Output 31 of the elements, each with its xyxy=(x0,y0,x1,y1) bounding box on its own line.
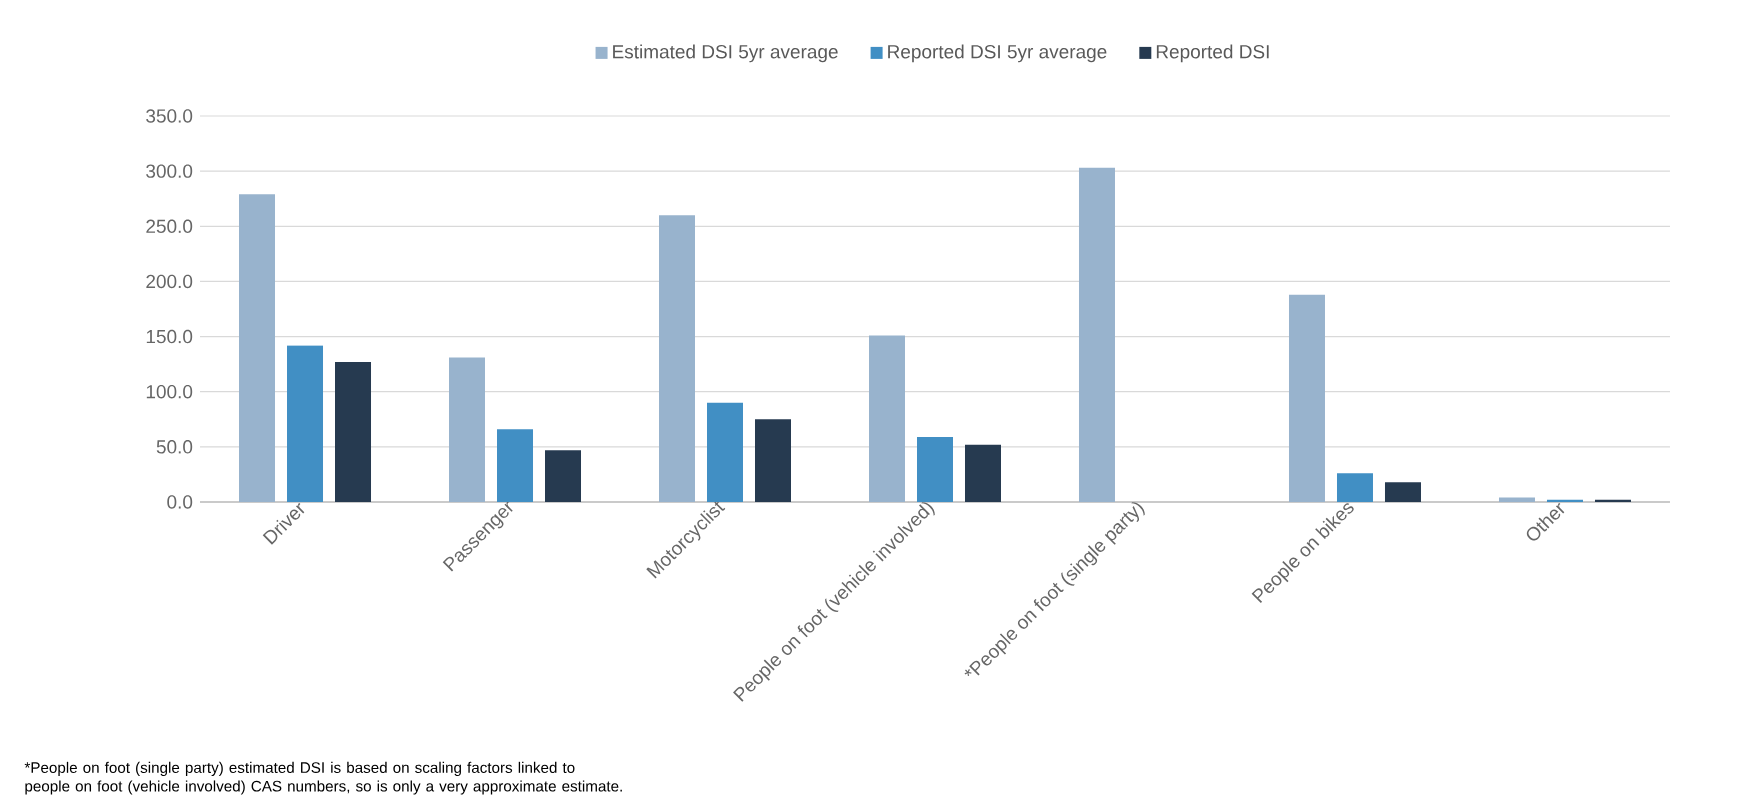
bar xyxy=(659,215,695,502)
y-tick-label: 250.0 xyxy=(146,219,193,234)
legend-label: Reported DSI xyxy=(1156,44,1269,63)
bar xyxy=(239,194,276,502)
bar xyxy=(497,429,534,502)
y-tick-label: 100.0 xyxy=(146,384,193,399)
bar xyxy=(449,357,485,502)
bar xyxy=(545,450,582,502)
bar xyxy=(287,345,324,502)
bar xyxy=(917,436,953,502)
bar xyxy=(1594,499,1631,502)
y-tick-label: 50.0 xyxy=(156,440,193,454)
y-tick-label: 300.0 xyxy=(146,164,193,178)
bar xyxy=(1336,473,1373,502)
bar xyxy=(965,444,1001,502)
y-tick-label: 0.0 xyxy=(167,495,193,509)
bar xyxy=(755,419,791,502)
bar xyxy=(1288,294,1325,502)
bar xyxy=(707,402,743,502)
text: *People on foot (single party) estimated DSI is based on scaling factors linked to people on foot (vehicle involved) CAS numbers, so is only a very approximate estimate. xyxy=(24,761,622,795)
bar xyxy=(1078,167,1115,502)
y-tick-label: 350.0 xyxy=(146,109,193,123)
bar xyxy=(335,361,372,502)
bar xyxy=(1384,482,1421,502)
y-tick-label: 150.0 xyxy=(146,329,193,344)
bar xyxy=(1498,497,1535,502)
bar xyxy=(1546,499,1583,502)
bar xyxy=(869,335,905,502)
legend-label: Reported DSI 5yr average xyxy=(888,44,1107,63)
legend-label: Estimated DSI 5yr average xyxy=(613,44,838,63)
y-tick-label: 200.0 xyxy=(146,274,193,289)
